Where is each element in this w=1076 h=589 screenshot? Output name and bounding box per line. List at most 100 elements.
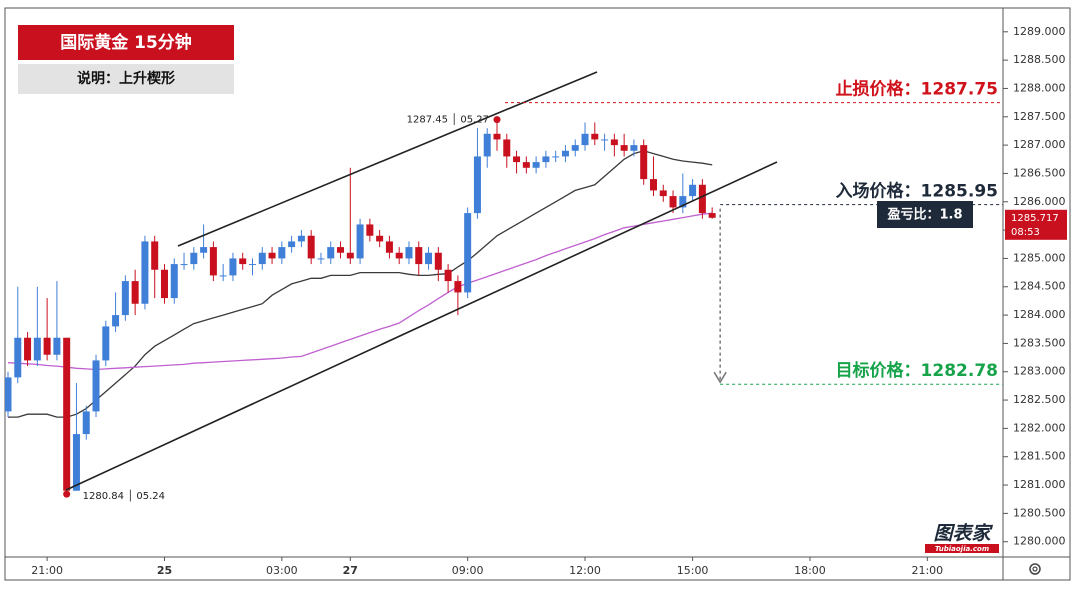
candle-body [385,241,393,253]
price-level-label: 止损价格：1287.75 [836,79,998,100]
candle-body [708,213,716,218]
candle-body [72,434,80,491]
candle-body [415,247,423,265]
candle-body [542,156,550,163]
candle-body [356,224,364,259]
x-tick-label: 15:00 [677,564,709,577]
candle-body [337,247,345,253]
candle-body [405,247,413,259]
candle-body [170,264,178,299]
chart-subtitle: 说明：上升楔形 [77,70,175,87]
candle-body [102,326,110,361]
watermark-bar [925,544,999,553]
candle-body [239,258,247,265]
lower-trendline [65,161,778,491]
settings-icon[interactable] [1029,563,1041,575]
candle-body [229,258,237,276]
y-tick-label: 1280.500 [1013,506,1066,519]
candle-body [649,179,657,191]
candle-body [366,224,374,236]
candle-body [679,196,687,208]
moving-average-line [8,150,713,418]
candle-body [219,275,227,277]
candle-body [121,281,129,316]
y-tick-label: 1287.000 [1013,138,1066,151]
projection-arrow-head [713,371,727,384]
chart-title: 国际黄金 15分钟 [60,32,192,53]
candle-body [444,269,452,282]
candle-body [493,133,501,140]
watermark: 图表家 [933,523,993,545]
candle-body [473,156,481,214]
candle-body [151,241,159,270]
y-tick-label: 1287.500 [1013,110,1066,123]
candle-body [190,252,198,265]
chart-frame [4,7,1071,581]
candle-body [141,241,149,304]
candle-body [63,337,71,491]
candle-body [258,252,266,265]
price-level-label: 目标价格：1282.78 [836,360,998,381]
candle-body [5,377,12,412]
candle-body [327,247,335,259]
candle-body [33,337,41,361]
candle-body [630,145,638,151]
candle-body [434,252,442,270]
candle-body [288,241,296,248]
candle-body [522,162,530,168]
high-annotation: 1287.45 │ 05.27 [407,113,489,126]
y-tick-label: 1288.500 [1013,53,1066,66]
candle-body [43,337,51,355]
candle-body [249,264,256,266]
last-price-tag [1005,209,1067,240]
title-box [18,25,234,60]
low-annotation: 1280.84 │ 05.24 [83,489,165,502]
candle-body [454,281,462,293]
x-tick-label: 12:00 [569,564,601,577]
candle-body [209,247,217,276]
ratio-label: 盈亏比：1.8 [886,207,962,223]
low-marker [63,490,71,498]
upper-trendline [177,71,598,247]
y-tick-label: 1282.500 [1013,393,1066,406]
plot-area [5,119,716,495]
x-tick-label: 21:00 [911,564,943,577]
candle-body [513,156,521,163]
candle-body [425,252,433,265]
candle-body [395,252,403,259]
candle-body [561,150,569,157]
candle-body [278,247,286,259]
y-tick-label: 1286.500 [1013,166,1066,179]
candle-body [346,252,354,259]
price-level-label: 入场价格：1285.95 [836,181,998,202]
candle-body [307,235,315,259]
candle-body [53,337,61,355]
y-tick-label: 1283.000 [1013,365,1066,378]
candle-body [268,252,276,259]
x-tick-label: 09:00 [452,564,484,577]
candle-body [698,184,706,214]
candle-body [464,213,472,293]
countdown-label: 08:53 [1011,227,1040,238]
high-marker [493,116,501,124]
overlays: 止损价格：1287.75 入场价格：1285.95 目标价格：1282.78 1287… [63,79,1067,502]
x-tick-label: 21:00 [31,564,63,577]
candle-body [160,269,168,299]
x-tick-label: 27 [343,564,358,577]
candle-body [689,184,697,197]
y-tick-label: 1283.500 [1013,336,1066,349]
candle-body [297,235,305,242]
y-tick-label: 1288.000 [1013,81,1066,94]
watermark-url: Tubiaojia.com [935,545,989,553]
ratio-box [877,201,973,228]
y-tick-label: 1280.000 [1013,535,1066,548]
candle-body [591,133,599,140]
subtitle-box [18,64,234,94]
last-price-label: 1285.717 [1011,213,1059,224]
axes: 1280.000 1280.500 1281.000 1281.500 1282.000… [31,25,1065,577]
candle-body [640,145,648,180]
candle-body [180,264,188,266]
candle-body [131,281,139,304]
candle-body [581,133,589,146]
